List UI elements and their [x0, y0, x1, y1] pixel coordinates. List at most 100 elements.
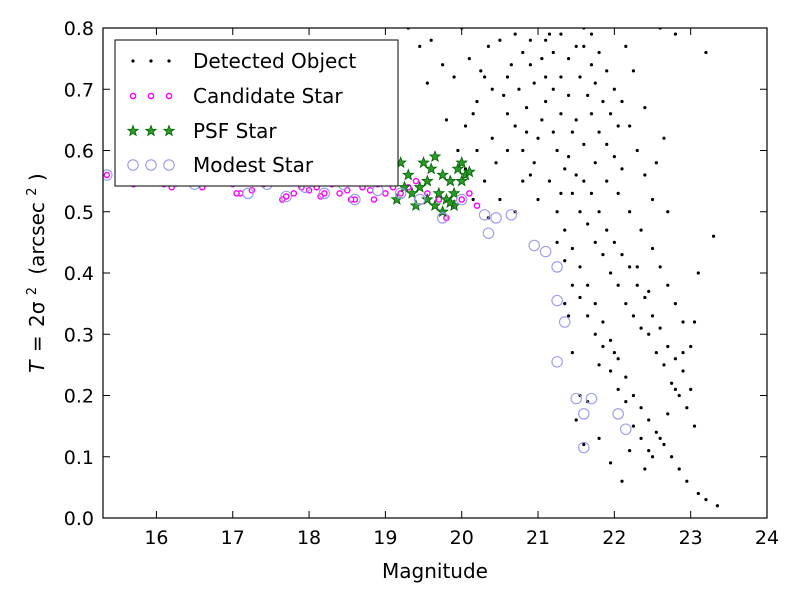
y-tick-label: 0.4 — [64, 263, 94, 285]
detected-object-point — [677, 393, 681, 398]
detected-object-point — [582, 44, 586, 48]
legend-label-psf: PSF Star — [193, 119, 277, 143]
detected-object-point — [631, 424, 636, 428]
detected-object-point — [685, 406, 689, 410]
detected-object-point — [650, 246, 655, 251]
detected-object-point — [631, 69, 636, 73]
detected-object-point — [566, 155, 571, 159]
x-tick-label: 16 — [144, 527, 168, 549]
detected-object-point — [669, 455, 674, 459]
detected-object-point — [696, 271, 700, 275]
detected-object-point — [620, 253, 624, 257]
detected-object-point — [673, 357, 678, 361]
detected-object-point — [544, 75, 548, 79]
psf-star-point — [455, 174, 469, 187]
detected-object-point — [658, 436, 662, 440]
y-tick-label: 0.1 — [64, 447, 94, 469]
detected-object-point — [490, 136, 494, 140]
detected-object-point — [544, 99, 548, 104]
detected-object-point — [551, 87, 555, 91]
detected-object-point — [616, 124, 620, 128]
detected-object-point — [692, 424, 697, 428]
psf-star-point — [409, 198, 423, 211]
detected-object-point — [658, 326, 662, 330]
detected-object-point — [586, 314, 590, 318]
candidate-star-point — [370, 196, 378, 203]
detected-object-point — [608, 112, 613, 116]
detected-object-point — [669, 381, 674, 385]
detected-object-point — [601, 344, 605, 349]
detected-object-legend-marker — [131, 59, 135, 63]
detected-object-point — [620, 167, 624, 171]
psf-star-point — [436, 205, 449, 218]
detected-object-point — [509, 63, 513, 67]
detected-object-point — [673, 32, 678, 36]
detected-object-point — [620, 479, 624, 483]
detected-object-point — [589, 112, 594, 116]
modest-star-point — [436, 212, 449, 224]
detected-object-point — [650, 455, 655, 459]
detected-object-point — [425, 81, 429, 85]
detected-object-point — [654, 430, 658, 434]
detected-object-point — [597, 436, 601, 440]
detected-object-point — [528, 63, 533, 67]
detected-object-point — [547, 32, 552, 36]
detected-object-point — [570, 130, 574, 134]
detected-object-legend-marker — [167, 59, 171, 63]
detected-object-point — [578, 295, 582, 300]
detected-object-point — [628, 124, 632, 128]
legend-label-candidate: Candidate Star — [193, 84, 343, 108]
detected-object-point — [616, 283, 620, 287]
detected-object-point — [570, 283, 574, 287]
detected-object-point — [574, 173, 578, 177]
detected-object-point — [574, 44, 578, 48]
detected-object-point — [711, 234, 716, 238]
detected-object-point — [639, 326, 643, 330]
detected-object-point — [654, 161, 658, 165]
detected-object-point — [521, 148, 525, 153]
detected-object-point — [513, 32, 517, 36]
detected-object-point — [608, 461, 613, 465]
candidate-star-point — [366, 187, 374, 194]
detected-object-point — [624, 302, 628, 306]
detected-object-point — [597, 210, 601, 214]
psf-star-point — [432, 186, 446, 199]
modest-star-point — [551, 356, 563, 368]
detected-object-point — [521, 50, 525, 55]
detected-object-point — [452, 75, 456, 79]
psf-star-point — [417, 156, 430, 169]
detected-object-point — [471, 112, 475, 116]
detected-object-point — [704, 498, 708, 502]
detected-object-point — [608, 271, 613, 275]
modest-star-point — [242, 187, 254, 200]
psf-star-point — [455, 156, 469, 169]
detected-object-point — [563, 228, 567, 232]
detected-object-point — [532, 161, 536, 165]
detected-object-point — [559, 191, 563, 195]
detected-object-point — [608, 338, 613, 342]
detected-object-point — [540, 118, 544, 122]
y-axis-label: T = 2σ 2 (arcsec 2 ) — [25, 173, 49, 372]
detected-object-point — [650, 197, 655, 202]
detected-object-point — [505, 148, 510, 153]
candidate-star-point — [336, 190, 343, 197]
detected-object-point — [666, 210, 670, 214]
detected-object-point — [586, 222, 590, 226]
detected-object-point — [456, 148, 460, 153]
modest-star-point — [551, 294, 563, 307]
detected-object-point — [612, 351, 616, 355]
detected-object-point — [601, 320, 605, 324]
legend-entry-modest: Modest Star — [127, 153, 314, 177]
detected-object-point — [418, 44, 422, 48]
detected-object-point — [505, 112, 510, 116]
detected-object-point — [643, 106, 647, 110]
modest-star-legend-marker — [145, 159, 157, 171]
detected-object-point — [563, 167, 567, 171]
detected-object-point — [502, 93, 506, 97]
detected-object-point — [559, 32, 563, 36]
y-tick-label: 0.7 — [64, 79, 94, 101]
detected-object-point — [658, 265, 662, 269]
detected-object-point — [589, 32, 594, 36]
x-axis-ticks: 16 17 18 19 20 21 22 23 24 — [144, 28, 779, 549]
detected-object-point — [715, 504, 719, 508]
